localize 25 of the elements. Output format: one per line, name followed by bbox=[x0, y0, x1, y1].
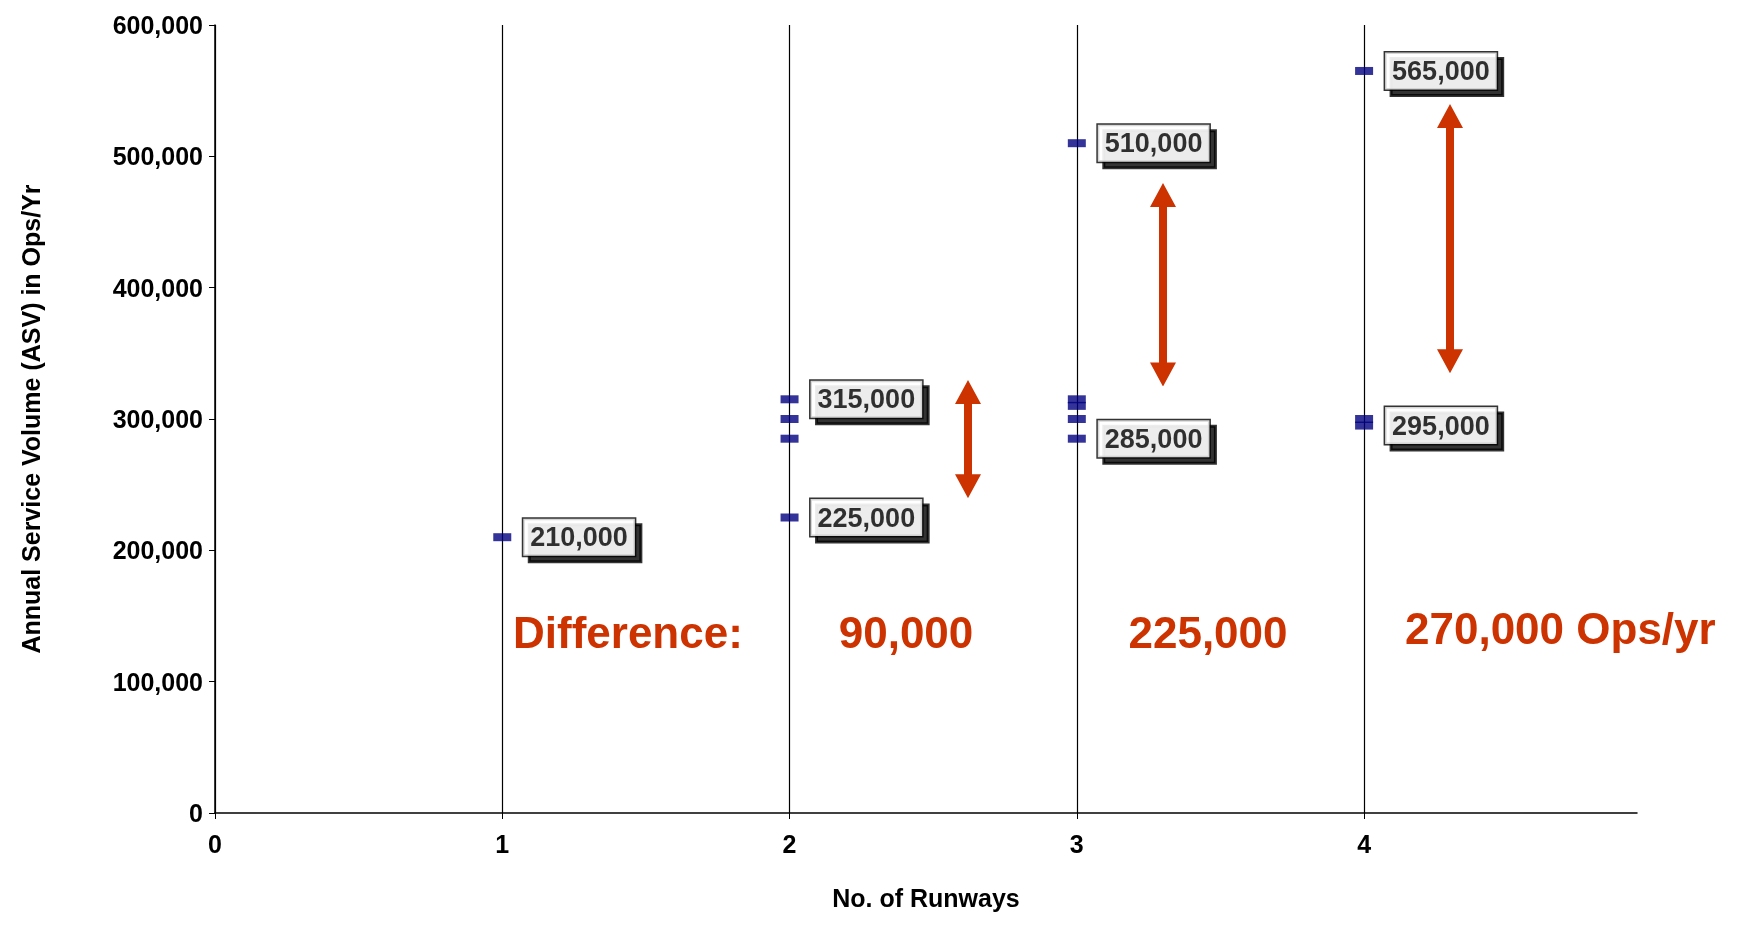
y-tick-label: 200,000 bbox=[112, 536, 203, 565]
data-label: 315,000 bbox=[817, 384, 916, 415]
data-label: 295,000 bbox=[1392, 410, 1490, 441]
data-label: 285,000 bbox=[1104, 423, 1203, 454]
y-tick-label: 0 bbox=[189, 799, 203, 827]
annotation: 90,000 bbox=[838, 607, 974, 657]
y-axis-title: Annual Service Volume (ASV) in Ops/Yr bbox=[16, 184, 45, 654]
annotation: 225,000 bbox=[1128, 607, 1288, 657]
annotation: Difference: bbox=[513, 607, 743, 657]
data-label: 225,000 bbox=[817, 502, 916, 533]
x-tick-label: 0 bbox=[208, 829, 222, 858]
y-tick-label: 600,000 bbox=[112, 11, 203, 39]
x-axis-title: No. of Runways bbox=[832, 883, 1020, 912]
annotation: 270,000 Ops/yr bbox=[1405, 603, 1716, 653]
data-label: 565,000 bbox=[1392, 55, 1490, 86]
y-tick-label: 500,000 bbox=[112, 142, 203, 171]
y-tick-label: 300,000 bbox=[112, 405, 203, 433]
data-label: 510,000 bbox=[1104, 128, 1203, 159]
x-tick-label: 3 bbox=[1069, 829, 1084, 858]
data-label: 210,000 bbox=[530, 522, 628, 553]
x-tick-label: 1 bbox=[495, 829, 510, 858]
y-tick-label: 400,000 bbox=[112, 273, 203, 302]
x-tick-label: 2 bbox=[782, 829, 797, 858]
y-tick-label: 100,000 bbox=[112, 667, 203, 696]
x-tick-label: 4 bbox=[1357, 829, 1372, 858]
